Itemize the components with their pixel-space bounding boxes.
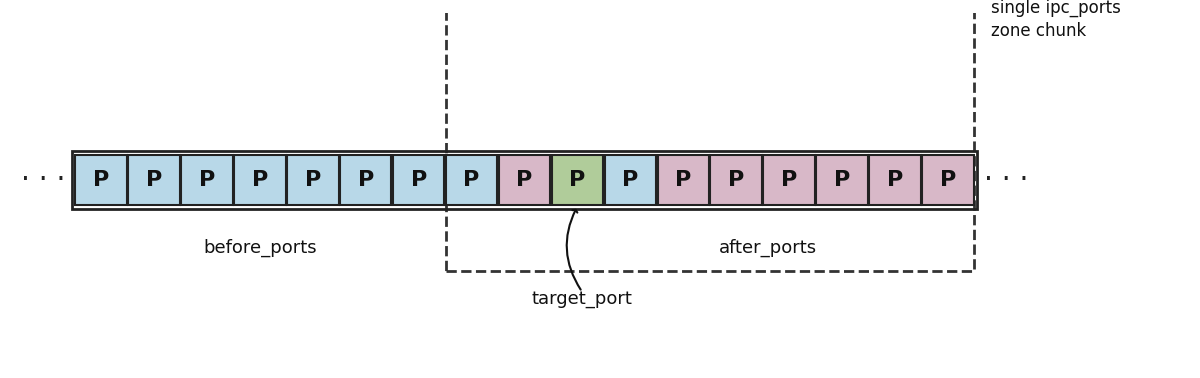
Text: · · ·: · · · (20, 166, 65, 194)
Bar (72, 152, 978, 209)
Bar (446, 6, 973, 271)
Bar (392, 155, 444, 205)
Text: P: P (834, 170, 850, 191)
Bar (605, 155, 656, 205)
Text: P: P (569, 170, 586, 191)
Bar (658, 155, 709, 205)
Text: P: P (146, 170, 162, 191)
Text: P: P (676, 170, 691, 191)
Text: after_ports: after_ports (719, 239, 817, 257)
Text: P: P (781, 170, 797, 191)
Text: P: P (463, 170, 480, 191)
Bar (763, 155, 815, 205)
Bar (710, 155, 762, 205)
Text: P: P (887, 170, 904, 191)
Text: P: P (622, 170, 638, 191)
Bar (816, 155, 868, 205)
Bar (869, 155, 920, 205)
Text: · · ·: · · · (984, 166, 1028, 194)
Text: P: P (410, 170, 427, 191)
Text: P: P (358, 170, 374, 191)
Bar (181, 155, 233, 205)
Text: single ipc_ports
zone chunk: single ipc_ports zone chunk (991, 0, 1121, 40)
Bar (922, 155, 973, 205)
Bar (340, 155, 391, 205)
Bar (446, 155, 497, 205)
Text: P: P (199, 170, 215, 191)
Bar (76, 155, 127, 205)
Text: P: P (94, 170, 109, 191)
Text: P: P (728, 170, 744, 191)
Bar (499, 155, 551, 205)
Text: P: P (305, 170, 320, 191)
Bar (287, 155, 338, 205)
Bar (234, 155, 286, 205)
Bar (128, 155, 180, 205)
Text: P: P (252, 170, 268, 191)
Text: P: P (516, 170, 533, 191)
Text: target_port: target_port (532, 290, 632, 308)
Text: before_ports: before_ports (204, 239, 318, 257)
Text: P: P (940, 170, 956, 191)
Bar (552, 155, 604, 205)
